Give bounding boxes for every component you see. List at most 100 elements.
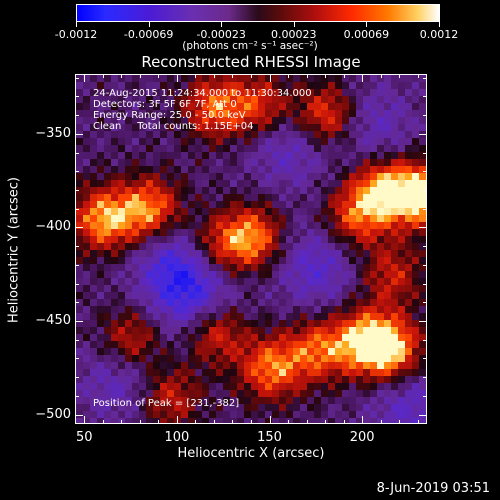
heatmap-cell <box>370 299 377 306</box>
heatmap-cell <box>132 187 139 194</box>
heatmap-cell <box>314 334 321 341</box>
heatmap-cell <box>83 75 90 82</box>
heatmap-cell <box>146 89 153 96</box>
y-tick <box>75 227 83 229</box>
heatmap-cell <box>272 152 279 159</box>
heatmap-cell <box>244 278 251 285</box>
heatmap-cell <box>111 117 118 124</box>
heatmap-cell <box>83 383 90 390</box>
heatmap-cell <box>321 187 328 194</box>
heatmap-cell <box>188 341 195 348</box>
heatmap-cell <box>90 201 97 208</box>
heatmap-cell <box>412 124 419 131</box>
heatmap-cell <box>342 208 349 215</box>
heatmap-cell <box>384 243 391 250</box>
heatmap-cell <box>209 306 216 313</box>
heatmap-cell <box>139 348 146 355</box>
heatmap-cell <box>279 306 286 313</box>
heatmap-cell <box>104 404 111 411</box>
heatmap-cell <box>90 418 97 423</box>
heatmap-cell <box>349 180 356 187</box>
heatmap-cell <box>202 75 209 82</box>
heatmap-cell <box>321 180 328 187</box>
heatmap-cell <box>125 82 132 89</box>
heatmap-cell <box>139 411 146 418</box>
heatmap-cell <box>251 82 258 89</box>
heatmap-cell <box>279 96 286 103</box>
heatmap-cell <box>349 124 356 131</box>
heatmap-cell <box>146 131 153 138</box>
heatmap-cell <box>97 376 104 383</box>
heatmap-cell <box>139 418 146 423</box>
heatmap-cell <box>335 229 342 236</box>
heatmap-cell <box>342 397 349 404</box>
heatmap-cell <box>118 327 125 334</box>
heatmap-cell <box>258 131 265 138</box>
heatmap-cell <box>279 278 286 285</box>
heatmap-cell <box>300 138 307 145</box>
heatmap-cell <box>153 166 160 173</box>
x-minor-tick-top <box>399 74 401 78</box>
heatmap-cell <box>132 348 139 355</box>
heatmap-cell <box>363 201 370 208</box>
heatmap-cell <box>181 418 188 423</box>
x-minor-tick-top <box>121 74 123 78</box>
heatmap-cell <box>384 334 391 341</box>
heatmap-cell <box>125 397 132 404</box>
heatmap-cell <box>398 341 405 348</box>
heatmap-cell <box>419 390 426 397</box>
heatmap-cell <box>335 285 342 292</box>
heatmap-cell <box>251 96 258 103</box>
heatmap-cell <box>76 166 83 173</box>
heatmap-cell <box>118 257 125 264</box>
heatmap-cell <box>251 390 258 397</box>
heatmap-cell <box>132 243 139 250</box>
heatmap-cell <box>300 222 307 229</box>
heatmap-cell <box>111 362 118 369</box>
heatmap-cell <box>188 75 195 82</box>
heatmap-cell <box>349 82 356 89</box>
heatmap-cell <box>370 327 377 334</box>
heatmap-cell <box>370 138 377 145</box>
heatmap-cell <box>335 306 342 313</box>
heatmap-cell <box>349 278 356 285</box>
heatmap-cell <box>97 187 104 194</box>
heatmap-cell <box>188 292 195 299</box>
heatmap-cell <box>83 222 90 229</box>
heatmap-cell <box>391 404 398 411</box>
heatmap-cell <box>377 243 384 250</box>
heatmap-cell <box>412 418 419 423</box>
heatmap-cell <box>384 390 391 397</box>
heatmap-cell <box>132 124 139 131</box>
heatmap-cell <box>335 194 342 201</box>
heatmap-cell <box>398 152 405 159</box>
y-axis-label: Heliocentric Y (arcsec) <box>6 177 22 323</box>
heatmap-cell <box>97 208 104 215</box>
heatmap-cell <box>272 117 279 124</box>
heatmap-cell <box>272 110 279 117</box>
heatmap-cell <box>349 152 356 159</box>
heatmap-cell <box>328 138 335 145</box>
heatmap-cell <box>202 103 209 110</box>
heatmap-cell <box>342 96 349 103</box>
x-minor-tick <box>399 420 401 424</box>
heatmap-cell <box>160 236 167 243</box>
heatmap-cell <box>335 124 342 131</box>
heatmap-cell <box>111 194 118 201</box>
heatmap-cell <box>412 201 419 208</box>
heatmap-cell <box>153 383 160 390</box>
heatmap-cell <box>328 243 335 250</box>
heatmap-cell <box>209 243 216 250</box>
heatmap-cell <box>265 341 272 348</box>
heatmap-cell <box>265 250 272 257</box>
heatmap-cell <box>300 82 307 89</box>
heatmap-cell <box>251 166 258 173</box>
heatmap-cell <box>230 208 237 215</box>
heatmap-cell <box>258 320 265 327</box>
y-minor-tick <box>75 133 79 135</box>
heatmap-cell <box>356 397 363 404</box>
heatmap-cell <box>286 334 293 341</box>
heatmap-cell <box>384 187 391 194</box>
heatmap-cell <box>286 173 293 180</box>
heatmap-cell <box>97 362 104 369</box>
